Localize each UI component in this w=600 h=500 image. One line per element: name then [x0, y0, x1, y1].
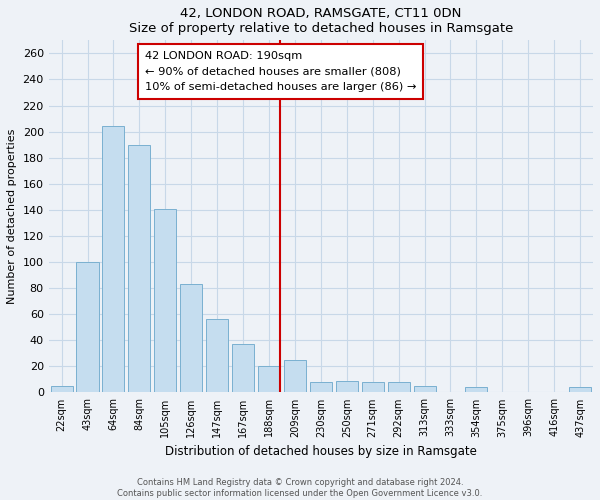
Bar [232, 344, 254, 393]
Bar [310, 382, 332, 392]
Text: 42 LONDON ROAD: 190sqm
← 90% of detached houses are smaller (808)
10% of semi-de: 42 LONDON ROAD: 190sqm ← 90% of detached… [145, 50, 416, 92]
Bar [206, 320, 228, 392]
Bar [336, 380, 358, 392]
Y-axis label: Number of detached properties: Number of detached properties [7, 128, 17, 304]
X-axis label: Distribution of detached houses by size in Ramsgate: Distribution of detached houses by size … [165, 445, 477, 458]
Bar [388, 382, 410, 392]
Bar [284, 360, 306, 392]
Bar [466, 388, 487, 392]
Bar [103, 126, 124, 392]
Text: Contains HM Land Registry data © Crown copyright and database right 2024.
Contai: Contains HM Land Registry data © Crown c… [118, 478, 482, 498]
Bar [258, 366, 280, 392]
Bar [180, 284, 202, 393]
Bar [154, 208, 176, 392]
Bar [76, 262, 98, 392]
Title: 42, LONDON ROAD, RAMSGATE, CT11 0DN
Size of property relative to detached houses: 42, LONDON ROAD, RAMSGATE, CT11 0DN Size… [128, 7, 513, 35]
Bar [569, 388, 591, 392]
Bar [128, 144, 151, 392]
Bar [50, 386, 73, 392]
Bar [362, 382, 384, 392]
Bar [413, 386, 436, 392]
